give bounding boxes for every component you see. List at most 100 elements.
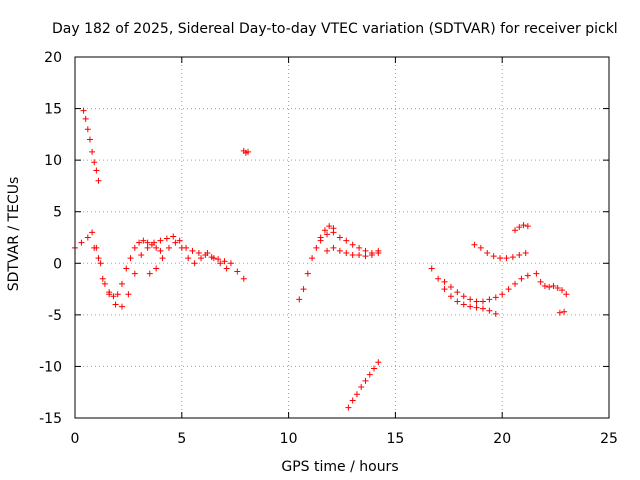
data-point — [447, 293, 454, 300]
data-point — [178, 244, 185, 251]
data-point — [447, 284, 454, 291]
data-point — [89, 229, 96, 236]
axis-ticks — [74, 56, 610, 419]
data-point — [223, 265, 230, 272]
data-point — [159, 255, 166, 262]
data-point — [375, 249, 382, 256]
x-tick-label: 20 — [493, 431, 511, 447]
data-point — [326, 223, 333, 230]
data-point — [163, 235, 170, 242]
x-tick-label: 15 — [386, 431, 404, 447]
data-point — [473, 304, 480, 311]
data-point — [123, 265, 130, 272]
data-point — [131, 270, 138, 277]
chart-title: Day 182 of 2025, Sidereal Day-to-day VTE… — [52, 21, 618, 37]
x-axis-label: GPS time / hours — [281, 459, 398, 475]
data-point — [460, 301, 467, 308]
y-tick-label: -5 — [48, 308, 62, 324]
data-point — [518, 275, 525, 282]
series-M — [512, 222, 531, 234]
data-point — [321, 227, 328, 234]
data-point — [492, 294, 499, 301]
series-K — [441, 272, 531, 305]
data-point — [345, 404, 352, 411]
series-O — [556, 308, 568, 316]
data-point — [95, 255, 102, 262]
data-point — [336, 234, 343, 241]
data-point — [300, 286, 307, 293]
data-point — [144, 239, 151, 246]
data-point — [512, 227, 519, 234]
data-point — [486, 307, 493, 314]
data-point — [215, 256, 222, 263]
data-point — [136, 239, 143, 246]
series-E — [240, 147, 252, 156]
data-point — [93, 244, 100, 251]
data-point — [234, 268, 241, 275]
x-tick-label: 0 — [71, 431, 80, 447]
data-point — [362, 253, 369, 260]
data-point — [366, 371, 373, 378]
data-point — [195, 249, 202, 256]
series-L — [471, 241, 529, 262]
data-point — [454, 298, 461, 305]
data-point — [304, 270, 311, 277]
data-point — [520, 222, 527, 229]
data-point — [170, 233, 177, 240]
data-point — [84, 126, 91, 133]
data-point — [221, 258, 228, 265]
data-point — [349, 252, 356, 259]
data-point — [362, 247, 369, 254]
series-C — [146, 239, 230, 277]
data-point — [95, 177, 102, 184]
data-point — [336, 247, 343, 254]
data-point — [191, 260, 198, 267]
data-point — [541, 282, 548, 289]
data-point — [313, 244, 320, 251]
data-point — [144, 244, 151, 251]
data-point — [473, 298, 480, 305]
data-point — [550, 282, 557, 289]
x-tick-label: 25 — [600, 431, 618, 447]
data-point — [490, 253, 497, 260]
data-point — [227, 260, 234, 267]
data-point — [467, 296, 474, 303]
data-point — [516, 252, 523, 259]
y-tick-label: -10 — [39, 359, 62, 375]
data-point — [546, 284, 553, 291]
data-point — [198, 255, 205, 262]
data-point — [435, 275, 442, 282]
data-points — [72, 107, 570, 411]
y-tick-label: 15 — [44, 102, 62, 118]
data-point — [556, 309, 563, 316]
data-point — [356, 244, 363, 251]
y-tick-label: 10 — [44, 153, 62, 169]
data-point — [563, 291, 570, 298]
data-point — [356, 252, 363, 259]
data-point — [349, 241, 356, 248]
data-point — [503, 255, 510, 262]
data-point — [516, 224, 523, 231]
data-point — [533, 270, 540, 277]
y-tick-label: 20 — [44, 50, 62, 66]
data-point — [467, 303, 474, 310]
data-point — [441, 286, 448, 293]
data-point — [138, 252, 145, 259]
data-point — [330, 229, 337, 236]
data-point — [153, 265, 160, 272]
data-point — [101, 280, 108, 287]
series-J — [428, 265, 499, 317]
data-point — [84, 234, 91, 241]
data-point — [86, 136, 93, 143]
data-point — [165, 244, 172, 251]
data-point — [537, 278, 544, 285]
data-point — [217, 260, 224, 267]
series-F — [296, 223, 337, 303]
data-point — [471, 241, 478, 248]
data-point — [296, 296, 303, 303]
y-tick-label: -15 — [39, 411, 62, 427]
data-point — [127, 255, 134, 262]
series-A — [72, 233, 247, 310]
data-point — [140, 237, 147, 244]
